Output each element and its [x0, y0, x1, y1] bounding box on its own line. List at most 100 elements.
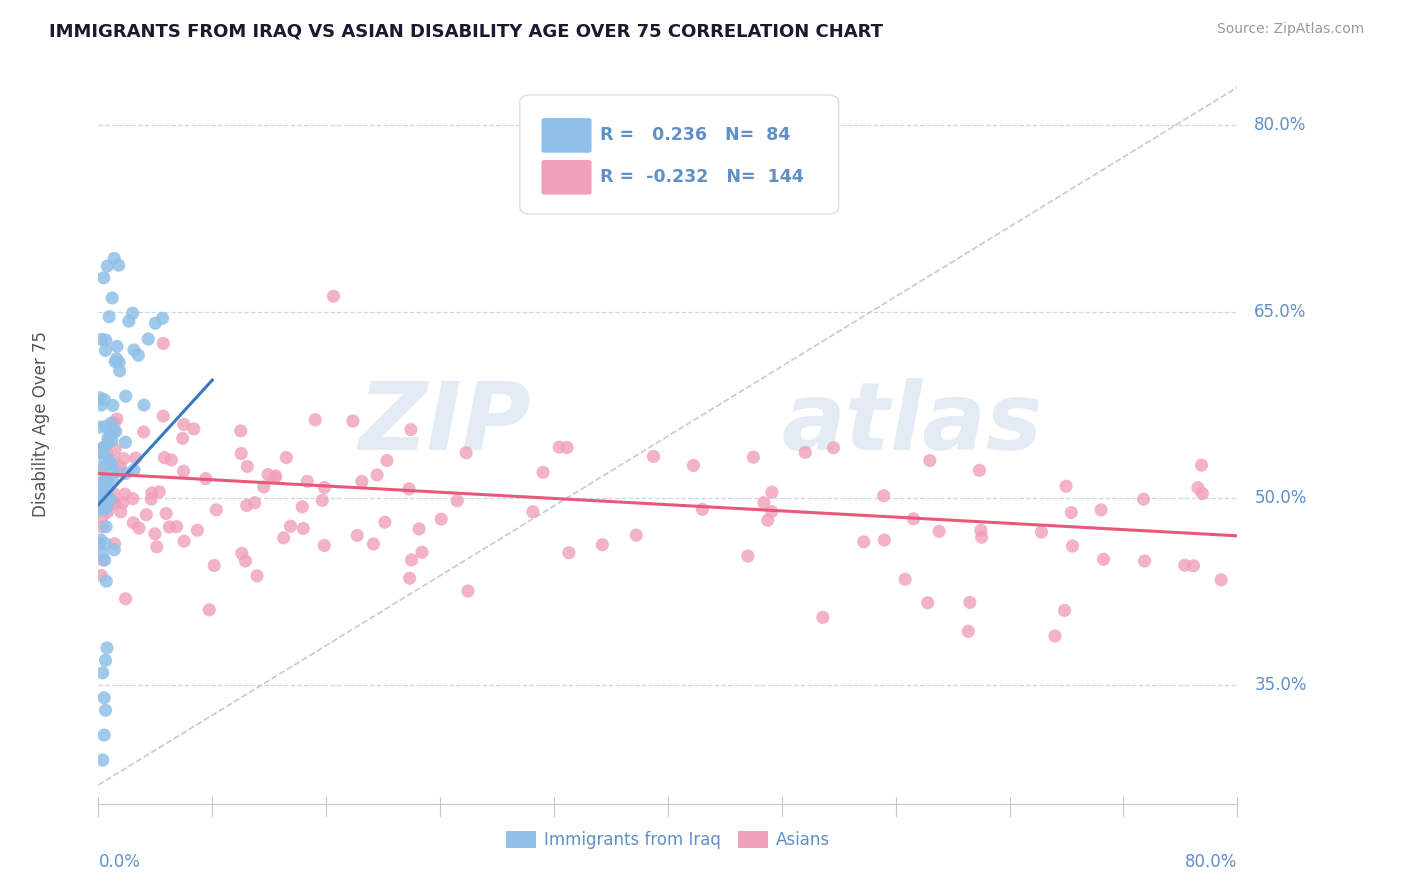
- Point: [263, 470, 285, 484]
- Point: [626, 528, 648, 542]
- Point: [346, 528, 368, 542]
- Point: [1174, 558, 1197, 573]
- Text: 80.0%: 80.0%: [1185, 854, 1237, 871]
- Point: [643, 450, 665, 464]
- Point: [100, 416, 122, 430]
- Point: [90, 497, 112, 511]
- Point: [100, 491, 122, 506]
- Text: 80.0%: 80.0%: [1254, 116, 1306, 134]
- Point: [96, 473, 118, 487]
- Text: R =   0.236   N=  84: R = 0.236 N= 84: [599, 127, 790, 145]
- Point: [141, 492, 163, 507]
- Point: [103, 416, 125, 430]
- Point: [173, 417, 195, 432]
- Point: [292, 521, 315, 535]
- Point: [97, 453, 120, 467]
- Point: [1043, 629, 1066, 643]
- Text: 0.0%: 0.0%: [98, 854, 141, 871]
- Point: [93, 486, 115, 500]
- Point: [111, 495, 134, 509]
- Point: [148, 484, 170, 499]
- Point: [157, 520, 180, 534]
- Point: [970, 530, 993, 544]
- Point: [103, 542, 125, 557]
- Point: [122, 516, 145, 530]
- Point: [96, 436, 118, 450]
- Point: [682, 458, 704, 473]
- Point: [94, 703, 117, 717]
- Point: [103, 455, 125, 469]
- Point: [93, 492, 115, 507]
- Point: [105, 412, 128, 426]
- Point: [94, 419, 117, 434]
- Point: [229, 424, 252, 438]
- Point: [103, 252, 125, 266]
- Point: [91, 547, 114, 561]
- Point: [94, 553, 117, 567]
- Point: [873, 489, 896, 503]
- Point: [94, 536, 117, 550]
- Text: 50.0%: 50.0%: [1254, 490, 1306, 508]
- Point: [121, 491, 143, 506]
- Point: [103, 537, 125, 551]
- Point: [1211, 573, 1233, 587]
- Point: [90, 475, 112, 490]
- Point: [105, 351, 128, 366]
- Point: [145, 316, 167, 330]
- Point: [108, 364, 131, 378]
- Point: [375, 453, 398, 467]
- Point: [98, 310, 121, 324]
- Point: [94, 471, 117, 485]
- Point: [101, 291, 124, 305]
- Point: [548, 440, 571, 454]
- Point: [1060, 506, 1083, 520]
- Text: ZIP: ZIP: [359, 377, 531, 470]
- Point: [311, 493, 333, 508]
- Point: [103, 487, 125, 501]
- Point: [96, 259, 118, 273]
- Point: [1191, 486, 1213, 500]
- Point: [172, 431, 194, 445]
- Point: [94, 479, 117, 493]
- Point: [101, 421, 124, 435]
- Point: [1187, 481, 1209, 495]
- Point: [273, 531, 295, 545]
- Point: [114, 487, 136, 501]
- Point: [918, 453, 941, 467]
- Point: [104, 425, 127, 439]
- Point: [457, 584, 479, 599]
- Point: [235, 499, 257, 513]
- Point: [253, 480, 276, 494]
- Point: [114, 435, 136, 450]
- Point: [91, 665, 114, 680]
- Point: [304, 413, 326, 427]
- Point: [132, 425, 155, 439]
- Point: [89, 482, 111, 496]
- Point: [124, 451, 146, 466]
- Text: IMMIGRANTS FROM IRAQ VS ASIAN DISABILITY AGE OVER 75 CORRELATION CHART: IMMIGRANTS FROM IRAQ VS ASIAN DISABILITY…: [49, 22, 883, 40]
- Point: [90, 444, 112, 458]
- Text: atlas: atlas: [782, 377, 1043, 470]
- Point: [401, 553, 423, 567]
- Point: [93, 496, 115, 510]
- Point: [91, 442, 114, 457]
- Point: [100, 458, 122, 472]
- Point: [957, 624, 980, 639]
- Point: [374, 515, 396, 529]
- Point: [314, 480, 336, 494]
- Point: [398, 482, 420, 496]
- Point: [398, 571, 420, 585]
- Point: [1132, 492, 1154, 507]
- Point: [737, 549, 759, 563]
- Point: [231, 546, 253, 560]
- Point: [108, 355, 131, 369]
- Point: [430, 512, 453, 526]
- Point: [146, 540, 169, 554]
- Point: [928, 524, 950, 539]
- Point: [183, 422, 205, 436]
- Point: [231, 446, 253, 460]
- Point: [96, 476, 118, 491]
- Point: [350, 475, 373, 489]
- Text: Disability Age Over 75: Disability Age Over 75: [32, 331, 51, 516]
- Point: [235, 554, 257, 568]
